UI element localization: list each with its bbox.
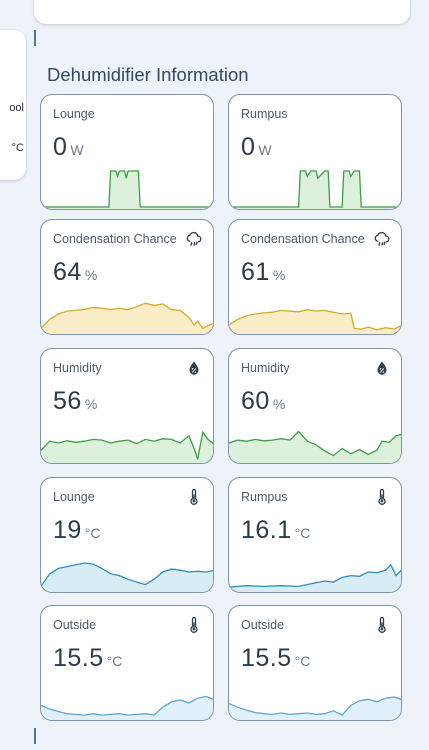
sensor-value: 15.5 bbox=[53, 644, 104, 672]
sensor-unit: °C bbox=[106, 653, 123, 669]
side-card[interactable]: ool °C bbox=[0, 30, 26, 180]
sensor-card[interactable]: Lounge 0 W bbox=[40, 94, 214, 210]
graph-area bbox=[229, 697, 401, 720]
graph-line bbox=[229, 309, 401, 331]
side-card-label: ool bbox=[9, 102, 24, 114]
graph-line bbox=[229, 430, 401, 457]
graph-line bbox=[41, 430, 213, 460]
water-percent-icon bbox=[185, 359, 203, 377]
graph-line bbox=[41, 302, 213, 330]
graph-line bbox=[229, 563, 401, 588]
history-graph bbox=[41, 302, 213, 334]
sensor-value: 16.1 bbox=[241, 516, 292, 544]
history-graph bbox=[41, 170, 213, 209]
sensor-name: Condensation Chance bbox=[241, 232, 365, 246]
sensor-name: Outside bbox=[53, 618, 97, 632]
graph-area bbox=[229, 171, 401, 209]
sensor-card[interactable]: Humidity 56% bbox=[40, 348, 214, 464]
thermometer-icon bbox=[373, 616, 391, 634]
graph-line bbox=[41, 170, 213, 208]
graph-line bbox=[229, 696, 401, 716]
graph-line bbox=[41, 695, 213, 716]
sensor-name: Condensation Chance bbox=[53, 232, 177, 246]
cloud-rain-icon bbox=[373, 230, 391, 248]
sensor-name: Humidity bbox=[241, 361, 290, 375]
graph-area bbox=[229, 564, 401, 592]
sensor-value: 60 bbox=[241, 387, 270, 415]
graph-area bbox=[41, 563, 213, 592]
history-graph bbox=[229, 563, 401, 592]
graph-area bbox=[229, 309, 401, 334]
cloud-rain-icon bbox=[185, 230, 203, 248]
sensor-name: Rumpus bbox=[241, 490, 288, 504]
graph-area bbox=[41, 171, 213, 209]
sensor-name: Lounge bbox=[53, 490, 95, 504]
sensor-value: 0 bbox=[241, 133, 256, 161]
sensor-reading: 61% bbox=[241, 258, 285, 287]
section-title: Dehumidifier Information bbox=[47, 64, 249, 85]
sensor-name: Humidity bbox=[53, 361, 102, 375]
sensor-name: Outside bbox=[241, 618, 285, 632]
sensor-unit: % bbox=[84, 396, 98, 412]
history-graph bbox=[229, 696, 401, 720]
sensor-unit: W bbox=[258, 142, 272, 158]
sensor-card[interactable]: Outside 15.5 °C bbox=[40, 605, 214, 721]
sensor-reading: 64% bbox=[53, 258, 97, 287]
sensor-card[interactable]: Condensation Chance 61% bbox=[228, 219, 402, 335]
side-card-unit: °C bbox=[11, 142, 24, 154]
sensor-card[interactable]: Lounge 19 °C bbox=[40, 477, 214, 593]
sensor-unit: % bbox=[84, 267, 98, 283]
history-graph bbox=[41, 695, 213, 720]
history-graph bbox=[41, 430, 213, 463]
history-graph bbox=[229, 430, 401, 463]
sensor-unit: °C bbox=[294, 525, 311, 541]
sensor-card[interactable]: Rumpus 0 W bbox=[228, 94, 402, 210]
sensor-name: Lounge bbox=[53, 107, 95, 121]
history-graph bbox=[41, 562, 213, 592]
thermometer-icon bbox=[373, 488, 391, 506]
sensor-value: 15.5 bbox=[241, 644, 292, 672]
sensor-value: 0 bbox=[53, 133, 68, 161]
sensor-value: 64 bbox=[53, 258, 82, 286]
sensor-unit: °C bbox=[84, 525, 101, 541]
graph-line bbox=[41, 562, 213, 587]
sensor-card[interactable]: Condensation Chance 64% bbox=[40, 219, 214, 335]
sensor-reading: 56% bbox=[53, 387, 97, 416]
history-graph bbox=[229, 170, 401, 209]
sensor-reading: 15.5 °C bbox=[53, 644, 122, 673]
section-divider bbox=[34, 30, 36, 46]
sensor-unit: °C bbox=[294, 653, 311, 669]
sensor-value: 19 bbox=[53, 516, 82, 544]
graph-line bbox=[229, 170, 401, 208]
previous-card bbox=[34, 0, 410, 24]
thermometer-icon bbox=[185, 616, 203, 634]
sensor-value: 56 bbox=[53, 387, 82, 415]
history-graph bbox=[229, 309, 401, 334]
water-percent-icon bbox=[373, 359, 391, 377]
sensor-card[interactable]: Rumpus 16.1 °C bbox=[228, 477, 402, 593]
sensor-value: 61 bbox=[241, 258, 270, 286]
graph-area bbox=[41, 303, 213, 334]
thermometer-icon bbox=[185, 488, 203, 506]
sensor-reading: 60% bbox=[241, 387, 285, 416]
sensor-unit: W bbox=[70, 142, 84, 158]
sensor-reading: 16.1 °C bbox=[241, 516, 310, 545]
sensor-card[interactable]: Outside 15.5 °C bbox=[228, 605, 402, 721]
sensor-reading: 15.5 °C bbox=[241, 644, 310, 673]
graph-area bbox=[41, 696, 213, 720]
graph-area bbox=[229, 431, 401, 463]
sensor-unit: % bbox=[272, 267, 286, 283]
section-divider bbox=[34, 728, 36, 744]
sensor-card[interactable]: Humidity 60% bbox=[228, 348, 402, 464]
sensor-name: Rumpus bbox=[241, 107, 288, 121]
sensor-reading: 19 °C bbox=[53, 516, 101, 545]
sensor-unit: % bbox=[272, 396, 286, 412]
